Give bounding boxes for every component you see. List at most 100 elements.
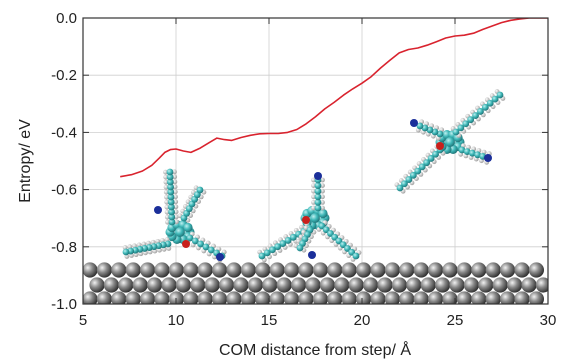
plot-frame [82,17,549,305]
surface-atom-r1-12 [262,277,278,293]
surface-atom-r2-25 [442,291,458,304]
molecule-atom-260 [491,95,499,103]
molecule-atom-109 [207,246,215,254]
molecule-atom-128 [318,208,328,219]
molecule-atom-64 [196,186,204,194]
molecule-atom-27 [164,194,169,200]
x-tick-labels: 5 10 15 20 25 30 [79,312,557,329]
molecule-atom-150 [274,243,282,251]
molecule-atom-9 [183,222,193,233]
surface-atom-r0-23 [413,262,429,278]
molecule-atom-195 [314,193,322,201]
x-tick-label-3: 20 [354,312,371,329]
molecule-atom-188 [311,205,316,211]
surface-atom-r0-11 [240,262,256,278]
molecule-atom-219 [296,244,304,252]
molecule-atom-39 [163,174,169,180]
surface-atom-r1-10 [233,277,249,293]
molecule-atom-199 [320,183,325,189]
surface-atom-r2-24 [428,291,444,304]
surface-atom-r1-7 [190,277,206,293]
molecule-atom-26 [173,194,178,200]
surface-atom-r1-13 [276,277,292,293]
x-tick-label-4: 25 [447,312,464,329]
surface-atom-r0-0 [83,262,98,278]
molecule-atom-106 [202,243,210,251]
molecule-atom-254 [481,103,489,111]
surface-atom-r2-11 [240,291,256,304]
molecule-atom-29 [172,189,178,195]
molecule-atom-222 [302,216,310,224]
molecule-atom-25 [167,198,175,206]
molecule-atom-251 [477,108,484,115]
molecule-atom-36 [163,179,169,185]
molecule-atom-34 [167,183,175,191]
molecule-atom-328 [484,154,492,162]
x-tick-label-5: 30 [540,312,557,329]
surface-atom-r2-23 [413,291,429,304]
surface-atom-r1-5 [161,277,177,293]
surface-atom-r0-9 [212,262,228,278]
surface-atom-r1-15 [305,277,321,293]
surface-atom-r0-28 [485,262,501,278]
molecule-atom-12 [165,219,170,225]
molecule-atom-37 [167,178,174,186]
x-axis-title: COM distance from step/ Å [219,340,411,359]
molecule-atom-40 [166,173,174,181]
molecule-atom-144 [284,237,292,244]
surface-atom-r2-18 [341,291,357,304]
surface-atom-r1-24 [435,277,451,293]
molecule-atom-191 [311,200,316,205]
surface-atom-r2-27 [471,291,487,304]
x-tick-label-2: 15 [261,312,278,329]
surface-atom-r0-26 [456,262,472,278]
molecule-atom-245 [467,116,475,124]
y-axis-title: Entropy/ eV [17,119,34,203]
surface-atom-r0-6 [168,262,184,278]
surface-atom-r0-29 [500,262,516,278]
surface-atom-r1-29 [506,277,523,293]
molecule-atom-116 [154,206,162,214]
y-tick-label-2: -0.4 [51,124,77,141]
molecule-atom-24 [164,199,170,205]
molecule-atom-147 [279,240,287,247]
molecule-atom-22 [168,203,175,211]
surface-atom-r2-4 [140,291,156,304]
grid-lines [83,18,548,304]
surface-atom-r1-25 [449,277,465,293]
molecule-atom-293 [396,184,404,192]
surface-atom-r0-14 [284,262,300,278]
surface-atom-r2-10 [226,291,242,304]
molecule-atom-203 [311,177,316,183]
molecule-atom-20 [173,204,179,210]
surface-atom-r1-14 [291,277,307,293]
surface-atom-r2-0 [83,291,98,304]
molecule-atom-100 [191,237,199,245]
molecule-atom-129 [310,213,320,223]
surface-atom-r0-4 [140,262,156,278]
molecule-atom-239 [457,124,465,132]
molecule-atom-327 [410,119,418,127]
surface-atom-r0-18 [341,262,357,278]
molecule-atom-186 [352,252,360,260]
molecule-atom-263 [496,91,504,99]
molecule-atom-21 [164,204,170,210]
molecule-atom-13 [168,218,176,226]
surface-atom-r0-2 [111,262,127,278]
molecule-atom-31 [167,188,175,196]
surface-atom-r2-26 [456,291,472,304]
molecule-atom-159 [258,252,266,260]
molecule-insets [122,89,506,263]
molecule-atom-281 [414,167,422,175]
surface-atom-r0-12 [255,262,271,278]
molecule-atom-202 [320,177,325,183]
surface-atom-r0-3 [125,262,141,278]
molecule-atom-308 [416,122,424,130]
molecule-atom-35 [172,179,178,185]
molecule-atom-19 [168,208,176,216]
molecule-atom-190 [320,200,325,205]
molecule-atom-117 [216,253,224,261]
surface-atom-r1-20 [377,277,393,293]
graphite-surface [83,262,548,304]
